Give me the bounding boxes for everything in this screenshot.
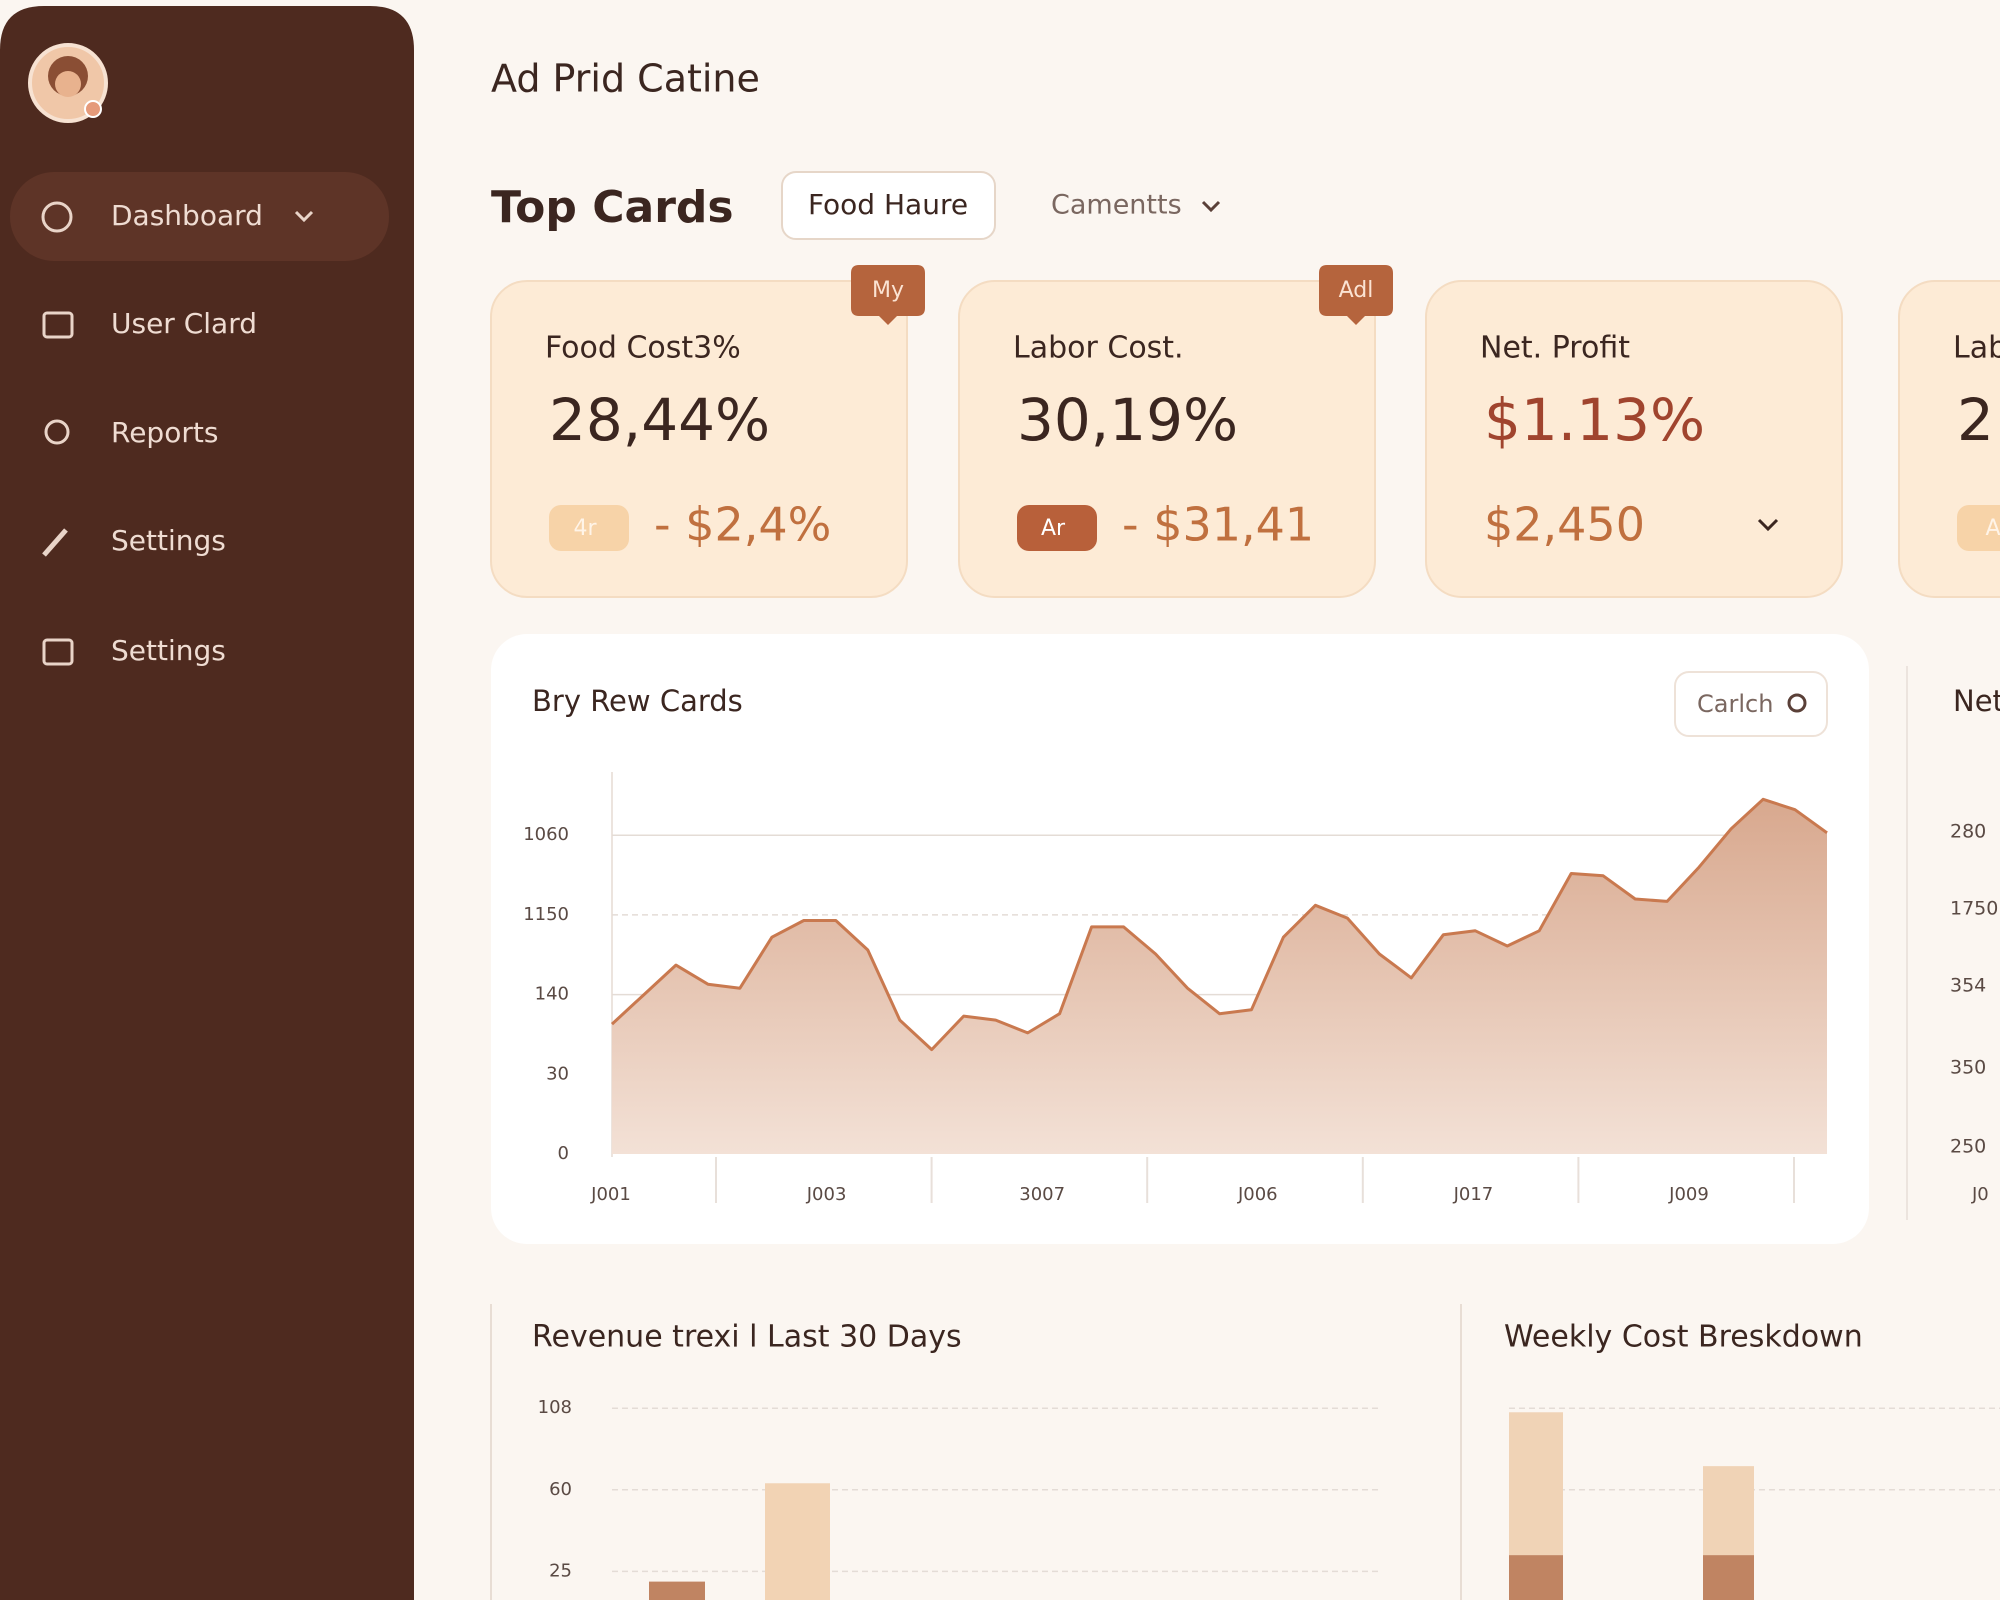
card-badge (1319, 265, 1393, 325)
x-tick-label: J009 (1668, 1184, 1709, 1205)
y-tick-label: 0 (558, 1143, 569, 1164)
nav-item[interactable]: User Clard (111, 307, 257, 340)
y-tick-label: 1060 (523, 824, 569, 845)
chip-label: Ar (1041, 516, 1066, 541)
y-tick-label: 30 (546, 1063, 569, 1084)
search-box[interactable] (1674, 671, 1828, 737)
card-value: $1.13% (1484, 386, 1705, 454)
revenue-tick-label: 60 (549, 1479, 572, 1500)
x-tick-label: 3007 (1019, 1184, 1065, 1205)
card-change: $2,450 (1484, 498, 1645, 552)
badge-label: Adl (1339, 278, 1374, 303)
net-tick-label: 1750 (1950, 898, 1998, 920)
search-icon (1787, 693, 1807, 713)
revenue-bar (649, 1581, 705, 1600)
filter-button[interactable] (781, 171, 996, 240)
x-tick-label: J003 (806, 1184, 847, 1205)
chip-label: 4r (573, 516, 597, 541)
revenue-tick-label: 25 (549, 1560, 572, 1581)
card-value: 30,19% (1017, 386, 1238, 454)
chip-label: A (1985, 516, 2000, 541)
card-label: Food Cost3% (545, 331, 741, 366)
card-badge (851, 265, 925, 325)
icon-user (42, 311, 74, 339)
weekly-segment (1509, 1555, 1563, 1600)
card-value: 28,44% (549, 386, 770, 454)
sidebar (0, 6, 414, 1600)
card-change: - $31,41 (1122, 498, 1314, 552)
revenue-tick-label: 108 (538, 1397, 572, 1418)
card-label: Labor Cost. (1013, 331, 1184, 366)
search-label: Carlch (1697, 690, 1773, 718)
net-title: Net (1953, 684, 2000, 718)
dropdown-chevron (1201, 200, 1221, 213)
card-label: Lab (1953, 331, 2000, 366)
avatar-skin (55, 71, 81, 97)
filter-label: Food Haure (808, 188, 968, 221)
section-title: Top Cards (491, 182, 734, 233)
card-chip (1017, 505, 1097, 551)
card-change: - $2,4% (654, 498, 831, 552)
icon-reports (44, 419, 70, 445)
icon-dashboard (41, 201, 73, 233)
card-value: 2 (1957, 386, 1994, 454)
revenue-title: Revenue trexi l Last 30 Days (532, 1320, 962, 1355)
net-tick-label: 350 (1950, 1057, 1986, 1079)
net-x-label: J0 (1971, 1184, 1989, 1205)
weekly-title: Weekly Cost Breskdown (1504, 1320, 1863, 1355)
nav-item[interactable]: Dashboard (111, 199, 263, 232)
net-tick-label: 354 (1950, 975, 1986, 997)
header-title: Ad Prid Catine (491, 57, 760, 101)
card-chip (1957, 505, 2000, 551)
icon-settings (42, 528, 68, 557)
nav-icons (41, 201, 74, 666)
area (612, 799, 1827, 1154)
weekly-segment (1509, 1412, 1563, 1556)
card-label: Net. Profit (1480, 331, 1630, 366)
y-tick-label: 1150 (523, 904, 569, 925)
badge-label: My (872, 278, 904, 303)
card-chevron (1757, 518, 1779, 532)
x-tick-label: J017 (1453, 1184, 1494, 1205)
net-tick-label: 250 (1950, 1136, 1986, 1158)
area-title: Bry Rew Cards (532, 684, 743, 718)
weekly-segment (1703, 1466, 1754, 1556)
card-chip (549, 505, 629, 551)
nav-item[interactable]: Settings (111, 634, 226, 667)
nav-item[interactable]: Settings (111, 524, 226, 557)
kpi-card[interactable] (1425, 280, 1843, 598)
x-tick-label: J001 (590, 1184, 631, 1205)
y-tick-label: 140 (535, 984, 569, 1005)
revenue-bar (765, 1483, 830, 1600)
nav-active-bg (10, 172, 389, 261)
icon-settings-2 (42, 638, 74, 666)
area-line (610, 797, 1828, 1052)
x-tick-label: J006 (1237, 1184, 1278, 1205)
nav-chevron (294, 210, 314, 223)
status-dot (84, 100, 102, 118)
dropdown-label[interactable]: Camentts (1051, 190, 1182, 221)
nav-item[interactable]: Reports (111, 416, 218, 449)
net-tick-label: 280 (1950, 821, 1986, 843)
weekly-segment (1703, 1555, 1754, 1600)
